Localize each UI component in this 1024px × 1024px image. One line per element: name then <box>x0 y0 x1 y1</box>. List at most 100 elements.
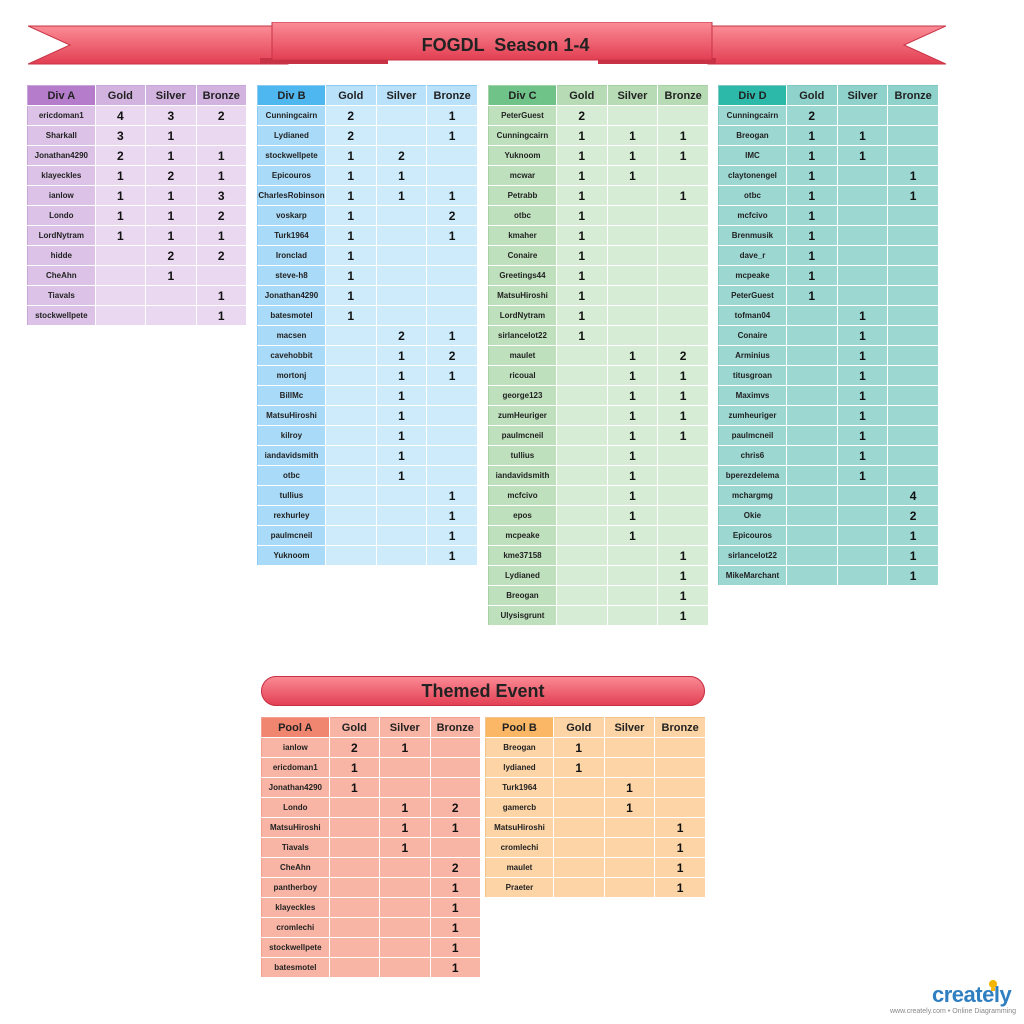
silver-count: 1 <box>607 405 659 426</box>
silver-count: 1 <box>607 505 659 526</box>
bronze-count: 1 <box>426 365 478 386</box>
table-row: hidde 2 2 <box>27 245 248 266</box>
table-row: Arminius 1 <box>718 345 939 366</box>
table-row: Cunningcairn 1 1 1 <box>488 125 709 146</box>
bronze-count <box>426 465 478 486</box>
player-name: Okie <box>718 505 787 526</box>
player-name: zumheuriger <box>718 405 787 426</box>
silver-count <box>379 917 431 938</box>
gold-count <box>95 245 147 266</box>
table-row: chris6 1 <box>718 445 939 466</box>
bronze-count: 2 <box>426 205 478 226</box>
gold-count <box>556 525 608 546</box>
player-name: klayeckles <box>261 897 330 918</box>
player-name: Jonathan4290 <box>27 145 96 166</box>
player-name: Epicouros <box>718 525 787 546</box>
bronze-count: 1 <box>430 817 482 838</box>
silver-count <box>604 877 656 898</box>
bronze-count <box>657 485 709 506</box>
player-name: iandavidsmith <box>488 465 557 486</box>
player-name: claytonengel <box>718 165 787 186</box>
silver-count: 1 <box>376 445 428 466</box>
gold-count <box>786 405 838 426</box>
player-name: MatsuHiroshi <box>485 817 554 838</box>
table-row: klayeckles 1 <box>261 897 482 918</box>
silver-count <box>376 505 428 526</box>
player-name: maulet <box>485 857 554 878</box>
table-row: sirlancelot22 1 <box>718 545 939 566</box>
silver-count: 2 <box>376 325 428 346</box>
silver-count: 2 <box>145 245 197 266</box>
column-header-gold: Gold <box>95 85 147 106</box>
player-name: Lydianed <box>488 565 557 586</box>
silver-count: 1 <box>837 305 889 326</box>
silver-count <box>379 777 431 798</box>
table-row: paulmcneil 1 1 <box>488 425 709 446</box>
table-row: bperezdelema 1 <box>718 465 939 486</box>
bronze-count <box>426 425 478 446</box>
gold-count <box>325 405 377 426</box>
gold-count <box>556 405 608 426</box>
bronze-count: 1 <box>887 165 939 186</box>
silver-count <box>607 225 659 246</box>
group-label: Div B <box>257 85 326 106</box>
bronze-count: 1 <box>657 125 709 146</box>
silver-count: 3 <box>145 105 197 126</box>
bronze-count: 1 <box>657 605 709 626</box>
silver-count: 1 <box>604 797 656 818</box>
silver-count: 1 <box>379 737 431 758</box>
player-name: mcpeake <box>718 265 787 286</box>
gold-count <box>553 837 605 858</box>
player-name: kme37158 <box>488 545 557 566</box>
group-label: Pool A <box>261 717 330 738</box>
player-name: BillMc <box>257 385 326 406</box>
table-row: cavehobbit 1 2 <box>257 345 478 366</box>
gold-count: 1 <box>556 145 608 166</box>
silver-count: 1 <box>607 165 659 186</box>
gold-count: 1 <box>329 777 381 798</box>
bronze-count <box>657 165 709 186</box>
player-name: Londo <box>261 797 330 818</box>
silver-count: 1 <box>376 185 428 206</box>
silver-count <box>837 225 889 246</box>
gold-count <box>553 877 605 898</box>
table-row: Turk1964 1 1 <box>257 225 478 246</box>
table-row: tofman04 1 <box>718 305 939 326</box>
gold-count <box>556 365 608 386</box>
table-row: zumheuriger 1 <box>718 405 939 426</box>
gold-count: 2 <box>556 105 608 126</box>
gold-count <box>786 485 838 506</box>
player-name: mcfcivo <box>718 205 787 226</box>
silver-count: 1 <box>376 345 428 366</box>
gold-count <box>553 797 605 818</box>
gold-count: 1 <box>556 245 608 266</box>
gold-count: 1 <box>786 265 838 286</box>
gold-count: 1 <box>95 225 147 246</box>
bronze-count <box>430 757 482 778</box>
season-banner: FOGDL Season 1-4 <box>28 22 946 68</box>
silver-count <box>837 165 889 186</box>
column-header-bronze: Bronze <box>426 85 478 106</box>
gold-count <box>556 585 608 606</box>
table-row: Ironclad 1 <box>257 245 478 266</box>
silver-count <box>379 937 431 958</box>
table-row: LordNytram 1 <box>488 305 709 326</box>
table-row: ianlow 2 1 <box>261 737 482 758</box>
bronze-count <box>657 105 709 126</box>
player-name: macsen <box>257 325 326 346</box>
silver-count: 1 <box>837 365 889 386</box>
gold-count <box>95 265 147 286</box>
gold-count: 1 <box>786 225 838 246</box>
table-row: Jonathan4290 2 1 1 <box>27 145 248 166</box>
ribbon-shape <box>28 22 946 65</box>
bronze-count <box>887 305 939 326</box>
silver-count <box>607 605 659 626</box>
player-name: epos <box>488 505 557 526</box>
table-row: Praeter 1 <box>485 877 706 898</box>
table-row: PeterGuest 1 <box>718 285 939 306</box>
creately-logo: creately <box>930 978 1020 1018</box>
silver-count: 1 <box>376 365 428 386</box>
silver-count: 1 <box>607 125 659 146</box>
gold-count <box>786 425 838 446</box>
silver-count: 1 <box>379 837 431 858</box>
